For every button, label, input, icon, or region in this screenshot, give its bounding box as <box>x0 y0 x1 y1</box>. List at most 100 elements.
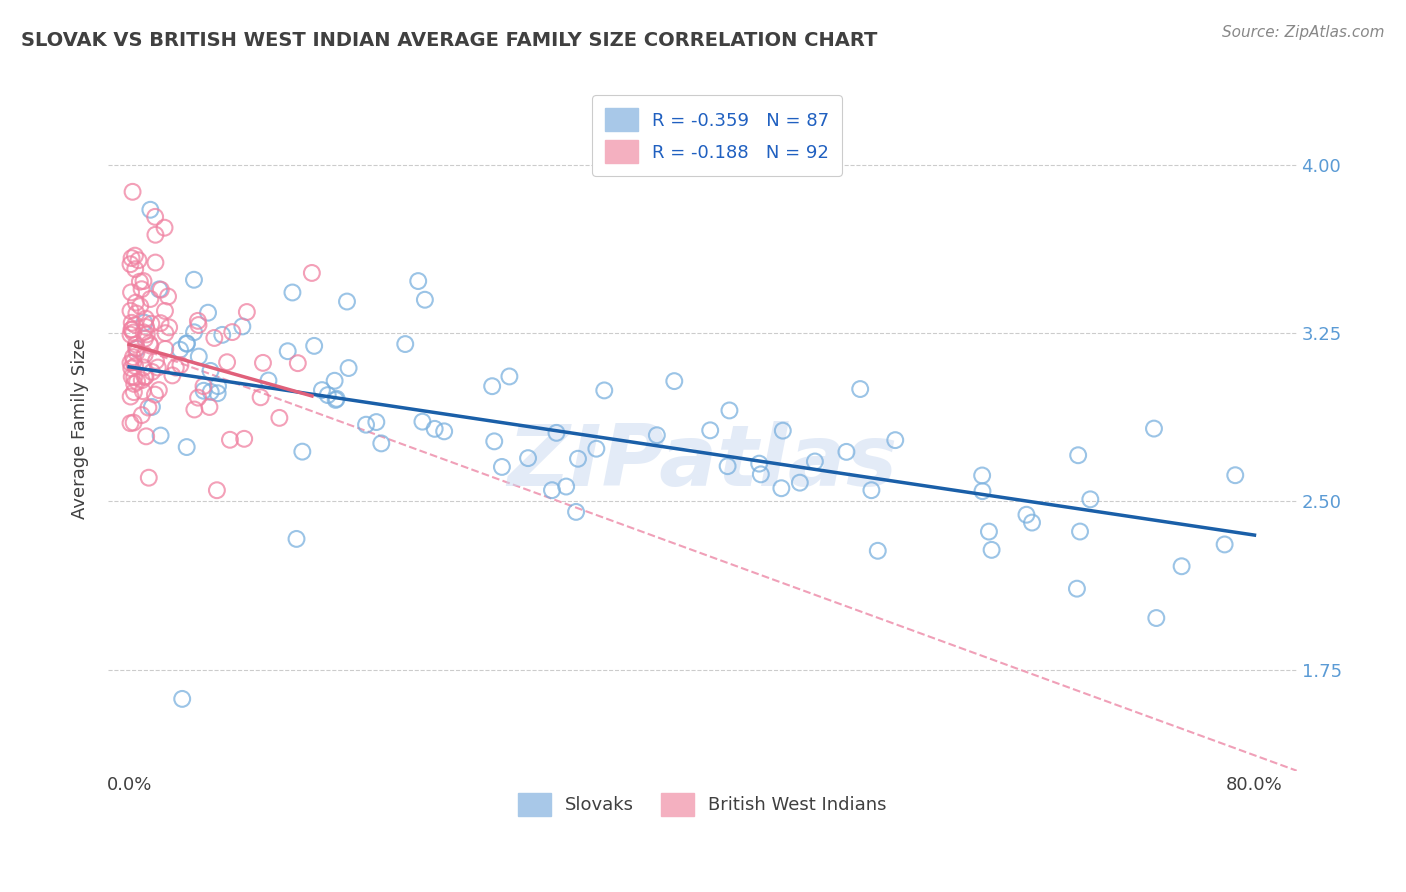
Point <box>122 350 145 364</box>
Point <box>121 316 143 330</box>
Point <box>120 416 142 430</box>
Point <box>198 400 221 414</box>
Point <box>354 417 377 432</box>
Point <box>131 408 153 422</box>
Point <box>129 299 152 313</box>
Point <box>141 317 163 331</box>
Point <box>120 303 142 318</box>
Point <box>252 356 274 370</box>
Point <box>1078 492 1101 507</box>
Point <box>749 467 772 482</box>
Point <box>207 379 229 393</box>
Point <box>699 423 721 437</box>
Point <box>125 337 148 351</box>
Point <box>311 383 333 397</box>
Point <box>301 266 323 280</box>
Point <box>316 388 339 402</box>
Point <box>149 283 172 297</box>
Point <box>134 332 156 346</box>
Point <box>804 454 827 468</box>
Point <box>127 253 149 268</box>
Point <box>122 376 145 391</box>
Point <box>394 337 416 351</box>
Point <box>835 445 858 459</box>
Point <box>149 428 172 442</box>
Point <box>134 316 156 330</box>
Point <box>770 481 793 495</box>
Point <box>121 251 143 265</box>
Point <box>541 483 564 498</box>
Point <box>145 227 167 242</box>
Point <box>205 483 228 498</box>
Point <box>370 436 392 450</box>
Point <box>162 368 184 383</box>
Point <box>187 314 209 328</box>
Point <box>124 359 146 373</box>
Point <box>546 425 568 440</box>
Point <box>1015 508 1038 522</box>
Point <box>121 322 143 336</box>
Point <box>481 379 503 393</box>
Point <box>593 384 616 398</box>
Point <box>207 386 229 401</box>
Point <box>122 385 145 400</box>
Point <box>233 432 256 446</box>
Point <box>132 360 155 375</box>
Point <box>423 422 446 436</box>
Point <box>134 369 156 384</box>
Point <box>153 304 176 318</box>
Point <box>143 210 166 224</box>
Point <box>231 319 253 334</box>
Point <box>281 285 304 300</box>
Point <box>484 434 506 449</box>
Point <box>567 451 589 466</box>
Point <box>433 425 456 439</box>
Point <box>127 375 149 389</box>
Point <box>860 483 883 498</box>
Point <box>323 374 346 388</box>
Point <box>183 402 205 417</box>
Point <box>120 356 142 370</box>
Point <box>406 274 429 288</box>
Point <box>132 384 155 398</box>
Point <box>120 257 142 271</box>
Point <box>131 373 153 387</box>
Point <box>219 433 242 447</box>
Point <box>122 370 145 384</box>
Point <box>789 475 811 490</box>
Point <box>193 384 215 398</box>
Point <box>717 459 740 474</box>
Point <box>139 292 162 306</box>
Point <box>183 326 205 340</box>
Point <box>124 262 146 277</box>
Point <box>146 360 169 375</box>
Point <box>491 459 513 474</box>
Text: ZIPatlas: ZIPatlas <box>508 421 897 504</box>
Point <box>132 326 155 340</box>
Point <box>141 365 163 379</box>
Point <box>121 369 143 384</box>
Point <box>249 390 271 404</box>
Point <box>325 392 347 406</box>
Point <box>849 382 872 396</box>
Point <box>200 384 222 399</box>
Point <box>217 355 239 369</box>
Point <box>585 442 607 456</box>
Point <box>211 327 233 342</box>
Point <box>155 342 177 356</box>
Point <box>153 220 176 235</box>
Point <box>141 400 163 414</box>
Point <box>972 484 994 499</box>
Point <box>128 275 150 289</box>
Point <box>645 428 668 442</box>
Point <box>287 356 309 370</box>
Point <box>325 392 347 407</box>
Point <box>139 338 162 352</box>
Point <box>664 374 686 388</box>
Point <box>411 415 433 429</box>
Point <box>172 692 194 706</box>
Point <box>200 364 222 378</box>
Point <box>120 323 142 337</box>
Point <box>120 327 142 342</box>
Point <box>157 320 180 334</box>
